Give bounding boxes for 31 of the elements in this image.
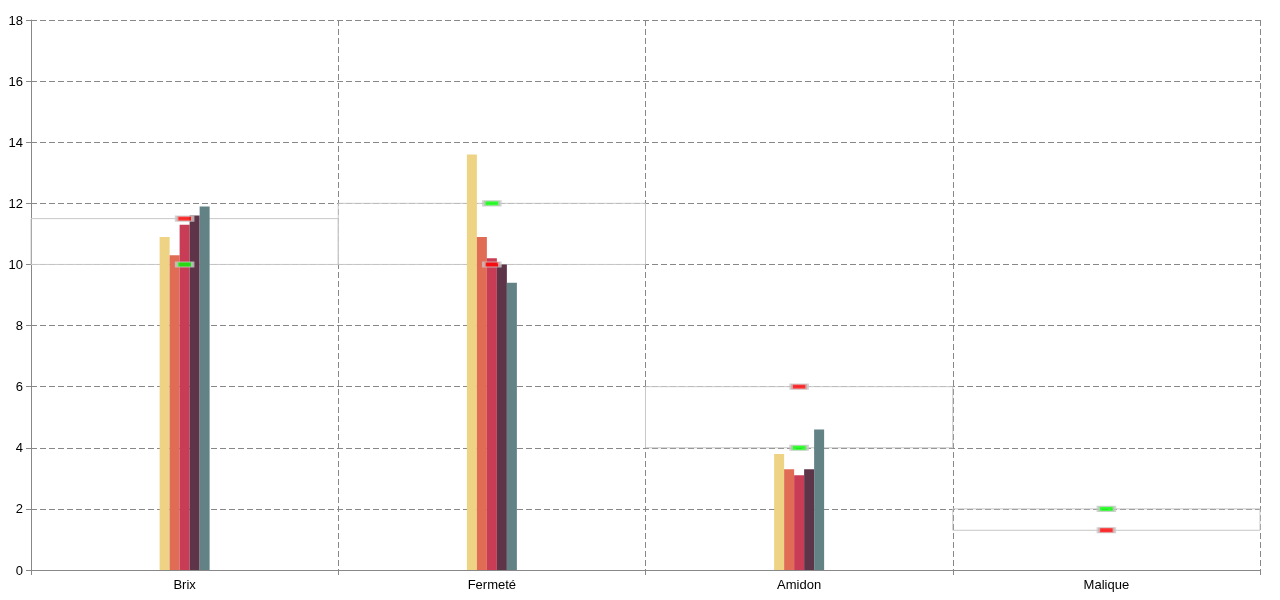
- bar: [496, 264, 507, 570]
- y-tick-label: 10: [8, 256, 23, 272]
- x-tick-label: Malique: [1083, 577, 1130, 592]
- y-tick-label: 8: [15, 318, 23, 334]
- bar: [784, 469, 795, 570]
- bar: [804, 469, 815, 570]
- bar: [486, 258, 497, 570]
- bar: [774, 453, 785, 570]
- bar: [466, 154, 477, 570]
- y-tick-label: 4: [15, 440, 23, 456]
- y-tick-label: 0: [15, 562, 23, 578]
- bar: [159, 236, 170, 570]
- bar: [179, 224, 190, 570]
- y-tick-label: 12: [8, 195, 23, 211]
- bar: [506, 282, 517, 570]
- y-tick-label: 6: [15, 379, 23, 395]
- x-tick-label: Brix: [173, 577, 197, 592]
- x-tick-label: Fermeté: [467, 577, 517, 592]
- bar: [476, 236, 487, 570]
- y-tick-label: 2: [15, 501, 23, 517]
- x-tick-label: Amidon: [777, 577, 822, 592]
- bar: [189, 215, 200, 570]
- bar: [645, 386, 954, 449]
- y-tick-label: 16: [8, 73, 23, 89]
- bar: [794, 475, 805, 570]
- y-tick-label: 14: [8, 134, 23, 150]
- bar: [814, 429, 825, 570]
- bar: [952, 508, 1261, 531]
- bar: [199, 206, 210, 570]
- y-tick-label: 18: [8, 12, 23, 28]
- bar: [169, 255, 180, 570]
